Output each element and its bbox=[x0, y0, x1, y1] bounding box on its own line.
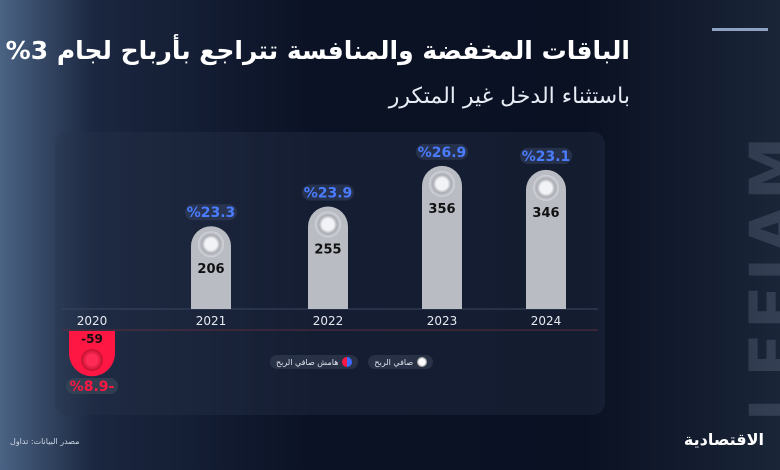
margin-value-label: %23.1 bbox=[522, 149, 571, 165]
legend-label: صافي الربح bbox=[374, 357, 414, 367]
profit-value-label: -59 bbox=[81, 332, 103, 346]
data-source: مصدر البيانات: تداول bbox=[10, 437, 80, 446]
profit-value-label: 346 bbox=[532, 206, 559, 221]
margin-label-bg bbox=[416, 143, 468, 160]
profit-value-label: 356 bbox=[428, 202, 455, 217]
brand-logo: الاقتصادية bbox=[683, 430, 764, 449]
bar-knob bbox=[533, 174, 559, 201]
red-blue-circle-icon bbox=[342, 357, 353, 367]
accent-line bbox=[712, 28, 768, 31]
legend-item-margin: هامش صافي الربح bbox=[270, 355, 359, 369]
margin-label-bg bbox=[302, 184, 354, 201]
bar-knob bbox=[315, 211, 341, 238]
x-tick-label: 2022 bbox=[313, 314, 344, 328]
margin-label-bg bbox=[185, 204, 237, 221]
x-tick-label: 2021 bbox=[196, 314, 227, 328]
profit-bar bbox=[422, 165, 462, 309]
profit-value-label: 255 bbox=[314, 242, 341, 257]
x-tick-label: 2023 bbox=[427, 314, 458, 328]
margin-label-bg bbox=[66, 378, 118, 394]
bar-knob bbox=[81, 349, 103, 371]
profit-value-label: 206 bbox=[197, 262, 224, 277]
margin-value-label: %26.9 bbox=[418, 145, 467, 161]
bar-knob bbox=[198, 231, 224, 258]
x-tick-label: 2024 bbox=[531, 314, 562, 328]
white-circle-icon bbox=[417, 357, 428, 367]
margin-value-label: %23.9 bbox=[304, 185, 353, 201]
bar-knob bbox=[429, 170, 455, 197]
x-tick-label: 2020 bbox=[77, 314, 108, 328]
chart-subtitle: باستثناء الدخل غير المتكرر bbox=[388, 84, 630, 109]
legend-label: هامش صافي الربح bbox=[276, 357, 339, 367]
margin-value-label: %23.3 bbox=[187, 205, 236, 221]
profit-bar bbox=[526, 169, 566, 309]
legend-item-profit: صافي الربح bbox=[368, 355, 434, 369]
margin-label-bg bbox=[520, 147, 572, 164]
chart-title: الباقات المخفضة والمنافسة تتراجع بأرباح … bbox=[5, 36, 630, 65]
margin-value-label: %8.9- bbox=[70, 379, 115, 395]
legend: صافي الربح هامش صافي الربح bbox=[270, 355, 434, 369]
